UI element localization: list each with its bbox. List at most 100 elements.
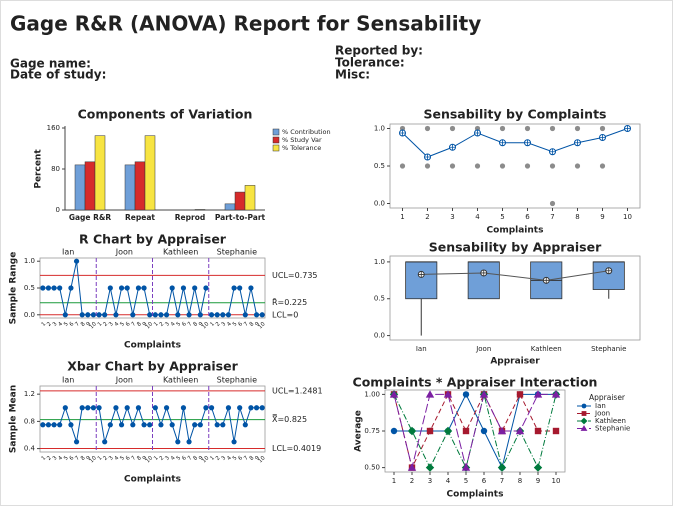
bar <box>134 161 146 211</box>
marker <box>552 427 560 435</box>
observation <box>599 163 606 169</box>
x-tick-label: 5 <box>464 477 468 485</box>
marker <box>231 285 237 291</box>
x-tick-label: 2 <box>410 477 414 485</box>
legend-swatch <box>272 136 280 144</box>
x-tick-label: 3 <box>428 477 432 485</box>
x-tick-label: 7 <box>187 321 194 328</box>
marker <box>147 312 153 318</box>
marker <box>90 312 97 318</box>
x-tick-label: 9 <box>86 455 93 462</box>
marker-cross <box>418 271 425 278</box>
y-tick-label: 0.5 <box>24 284 35 292</box>
observation <box>424 163 431 169</box>
marker <box>197 312 203 318</box>
x-tick-label: 9 <box>254 321 261 328</box>
x-tick-label: 10 <box>145 455 155 465</box>
marker <box>208 405 215 411</box>
observation <box>399 163 406 169</box>
marker-cross <box>574 139 581 146</box>
control-limit-label: X̿=0.825 <box>272 414 307 424</box>
marker <box>180 405 187 411</box>
x-tick-label: 10 <box>89 455 99 465</box>
field: Date of study: <box>10 68 106 82</box>
observation <box>524 125 531 132</box>
y-tick-label: 1.0 <box>374 258 385 266</box>
x-tick-label: 1 <box>153 321 160 328</box>
marker <box>68 285 74 291</box>
marker <box>248 405 254 411</box>
x-tick-label: 10 <box>623 213 632 221</box>
control-limit-label: LCL=0.4019 <box>272 444 321 453</box>
marker <box>533 463 543 472</box>
x-tick-label: 8 <box>192 321 199 328</box>
group-label: Kathleen <box>163 376 198 385</box>
x-axis-label: Complaints <box>487 226 544 236</box>
chart-title: Sensability by Complaints <box>423 107 606 122</box>
x-tick-label: Ian <box>416 345 427 353</box>
chart-title: Sensability by Appraiser <box>429 240 602 255</box>
x-tick-label: 4 <box>57 455 64 462</box>
marker <box>85 312 91 318</box>
x-tick-label: 10 <box>201 321 211 331</box>
marker <box>516 391 524 398</box>
marker <box>135 285 142 291</box>
marker <box>248 285 254 291</box>
marker <box>581 403 587 409</box>
y-axis-label: Average <box>354 410 364 452</box>
marker <box>253 312 260 318</box>
marker <box>259 312 265 318</box>
marker <box>102 439 108 445</box>
marker-cross <box>399 130 406 136</box>
chart-title: Components of Variation <box>78 107 253 122</box>
x-tick-label: 6 <box>125 455 132 462</box>
observation <box>549 125 556 132</box>
x-tick-label: 5 <box>63 455 70 462</box>
marker-cross <box>499 139 506 146</box>
x-tick-label: 6 <box>525 213 530 221</box>
series-line <box>42 406 94 442</box>
group-label: Kathleen <box>163 248 198 257</box>
marker <box>462 427 470 435</box>
x-tick-label: 4 <box>57 321 64 328</box>
x-tick-label: 4 <box>170 455 177 462</box>
x-tick-label: 9 <box>536 477 540 485</box>
marker <box>163 405 170 411</box>
marker-cross <box>524 139 531 146</box>
bar <box>124 164 136 211</box>
x-tick-label: 4 <box>226 455 233 462</box>
x-tick-label: 2 <box>46 321 53 328</box>
bar <box>234 191 246 211</box>
y-tick-label: 1.2 <box>24 390 35 398</box>
x-tick-label: 6 <box>482 477 487 485</box>
x-tick-label: 7 <box>187 455 194 462</box>
x-tick-label: 5 <box>119 321 126 328</box>
x-tick-label: 8 <box>249 321 256 328</box>
marker <box>85 405 91 411</box>
marker <box>175 439 181 445</box>
x-tick-label: 1 <box>209 321 216 328</box>
x-tick-label: 5 <box>232 455 239 462</box>
marker-cross <box>543 277 550 284</box>
observation <box>549 163 556 169</box>
series-line <box>99 287 151 316</box>
plot-frame <box>389 255 641 341</box>
marker <box>130 312 136 318</box>
control-limit-label: UCL=0.735 <box>272 271 318 280</box>
legend-label: % Study Var <box>282 136 322 144</box>
marker-cross <box>424 154 431 160</box>
x-tick-label: 8 <box>80 321 87 328</box>
report-title: Gage R&R (ANOVA) Report for Sensability <box>10 12 481 36</box>
group-label: Joon <box>115 376 133 385</box>
observation <box>449 163 456 169</box>
marker <box>57 422 63 428</box>
marker <box>580 425 588 431</box>
group-label: Ian <box>62 248 74 257</box>
field: Tolerance: <box>335 56 405 70</box>
marker <box>107 285 113 291</box>
legend-swatch <box>272 128 280 136</box>
series-line <box>402 128 628 158</box>
x-tick-label: Gage R&R <box>69 213 112 222</box>
marker <box>225 405 232 411</box>
